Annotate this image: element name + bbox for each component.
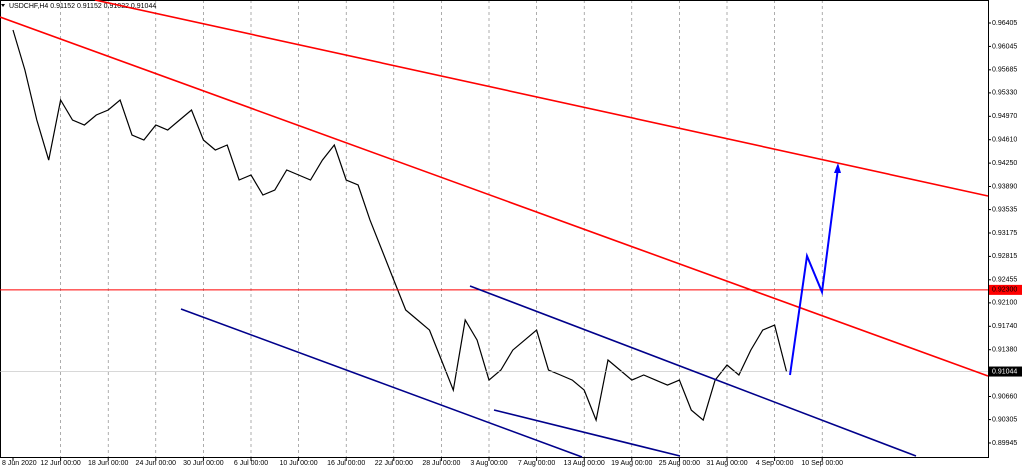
x-tick-label: 24 Jun 00:00 <box>136 460 177 467</box>
grid <box>60 0 823 458</box>
arrow-head <box>834 163 841 173</box>
x-tick-label: 6 Jul 00:00 <box>234 460 268 467</box>
y-tick-label: 0.94970 <box>992 113 1017 120</box>
x-tick-label: 25 Aug 00:00 <box>659 460 700 467</box>
x-tick-label: 3 Aug 00:00 <box>470 460 507 467</box>
y-tick-label: 0.94250 <box>992 160 1017 167</box>
y-tick-label: 0.92815 <box>992 253 1017 260</box>
menu-icon <box>1 4 5 7</box>
y-tick-label: 0.96045 <box>992 43 1017 50</box>
y-tick-label: 0.92455 <box>992 277 1017 284</box>
x-tick-label: 10 Sep 00:00 <box>801 460 843 467</box>
y-tick-label: 0.93175 <box>992 230 1017 237</box>
y-tick-label: 0.92100 <box>992 300 1017 307</box>
marks <box>0 29 988 423</box>
last-price-box <box>989 366 1022 377</box>
forecast-arrow <box>789 167 839 376</box>
y-tick-label: 0.89945 <box>992 440 1017 447</box>
x-tick-label: 4 Sep 00:00 <box>756 460 794 467</box>
y-tick-label: 0.93890 <box>992 183 1017 190</box>
x-tick-label: 7 Aug 00:00 <box>518 460 555 467</box>
channel-line <box>469 285 917 457</box>
price-label: 0.92300 <box>992 287 1017 294</box>
y-tick-label: 0.94610 <box>992 137 1017 144</box>
x-tick-label: 12 Jun 00:00 <box>40 460 81 467</box>
y-tick-label: 0.91740 <box>992 323 1017 330</box>
y-axis: 0.96405 0.96045 0.95685 0.95330 0.94970 0.946… <box>2 20 1022 467</box>
x-tick-label: 16 Jul 00:00 <box>327 460 365 467</box>
x-tick-label: 28 Jul 00:00 <box>422 460 460 467</box>
x-tick-label: 18 Jun 00:00 <box>88 460 129 467</box>
channel-line <box>493 409 681 457</box>
y-tick-label: 0.96405 <box>992 20 1017 27</box>
y-tick-label: 0.90660 <box>992 393 1017 400</box>
last-price-label: 0.91044 <box>992 368 1017 375</box>
x-tick-label: 10 Jul 00:00 <box>280 460 318 467</box>
x-tick-label: 8 Jun 2020 <box>2 460 37 467</box>
y-tick-label: 0.93535 <box>992 206 1017 213</box>
y-tick-label: 0.91380 <box>992 347 1017 354</box>
y-tick-label: 0.90305 <box>992 416 1017 423</box>
price-label-box <box>989 284 1022 295</box>
trend-lines <box>0 0 989 458</box>
chart-title: USDCHF,H4 0.91152 0.91152 0.91022 0.9104… <box>9 3 156 10</box>
price-line <box>12 29 788 423</box>
x-tick-label: 13 Aug 00:00 <box>564 460 605 467</box>
y-tick-label: 0.95685 <box>992 67 1017 74</box>
channel-line <box>180 308 583 458</box>
y-tick-label: 0.95330 <box>992 90 1017 97</box>
plot-frame <box>0 0 989 458</box>
x-tick-label: 31 Aug 00:00 <box>706 460 747 467</box>
x-tick-label: 19 Aug 00:00 <box>611 460 652 467</box>
trend-line <box>0 16 989 377</box>
trend-line <box>94 0 989 197</box>
x-tick-label: 22 Jul 00:00 <box>375 460 413 467</box>
x-tick-label: 30 Jun 00:00 <box>183 460 224 467</box>
